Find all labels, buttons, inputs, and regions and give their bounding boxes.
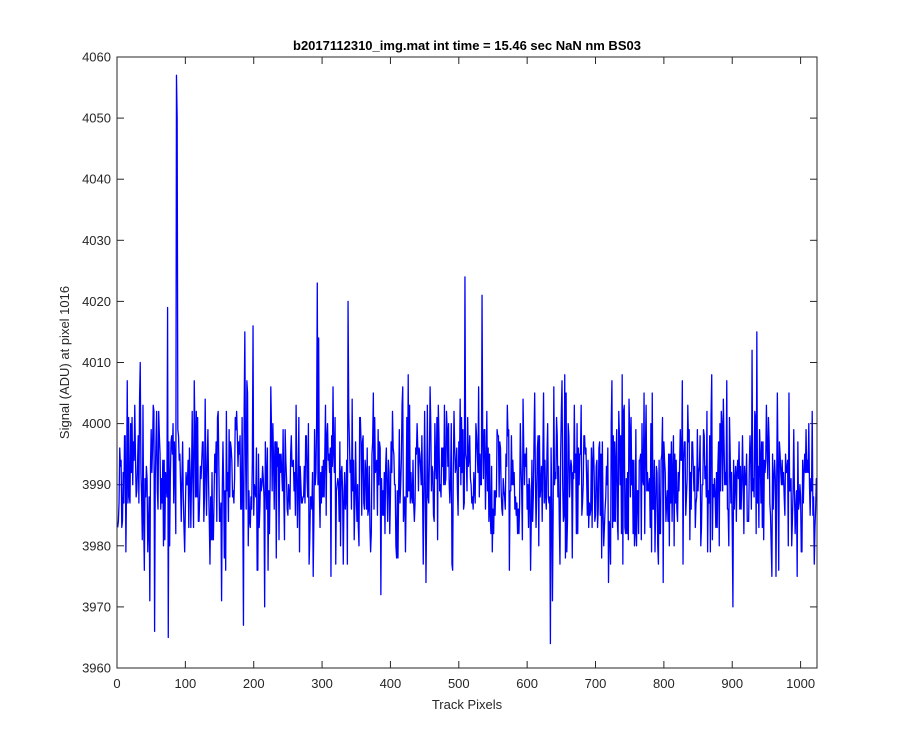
y-tick-label: 4040 <box>82 172 111 187</box>
y-tick-label: 4020 <box>82 294 111 309</box>
signal-series-line <box>117 74 818 645</box>
axes-box <box>116 56 818 669</box>
x-tick-label: 1000 <box>786 676 815 691</box>
x-tick-label: 300 <box>311 676 333 691</box>
x-tick-label: 200 <box>243 676 265 691</box>
x-tick-label: 500 <box>448 676 470 691</box>
y-axis-label: Signal (ADU) at pixel 1016 <box>57 286 72 439</box>
y-tick-label: 3960 <box>82 661 111 676</box>
y-tick-label: 4000 <box>82 416 111 431</box>
x-tick-label: 900 <box>721 676 743 691</box>
y-tick-label: 3980 <box>82 538 111 553</box>
x-tick-label: 600 <box>516 676 538 691</box>
x-tick-label: 700 <box>585 676 607 691</box>
y-tick-label: 4030 <box>82 233 111 248</box>
y-tick-label: 3990 <box>82 477 111 492</box>
y-tick-label: 4050 <box>82 111 111 126</box>
x-tick-label: 400 <box>380 676 402 691</box>
y-tick-label: 3970 <box>82 599 111 614</box>
series-layer <box>117 74 818 645</box>
chart-title: b2017112310_img.mat int time = 15.46 sec… <box>293 38 641 53</box>
x-tick-label: 100 <box>175 676 197 691</box>
y-tick-label: 4010 <box>82 355 111 370</box>
x-axis-label: Track Pixels <box>432 697 503 712</box>
y-tick-label: 4060 <box>82 50 111 65</box>
x-tick-label: 0 <box>113 676 120 691</box>
ticks-layer: 0 100 200 300 400 500 600 700 800 900 1000 3960 3970… <box>82 50 817 691</box>
x-tick-label: 800 <box>653 676 675 691</box>
